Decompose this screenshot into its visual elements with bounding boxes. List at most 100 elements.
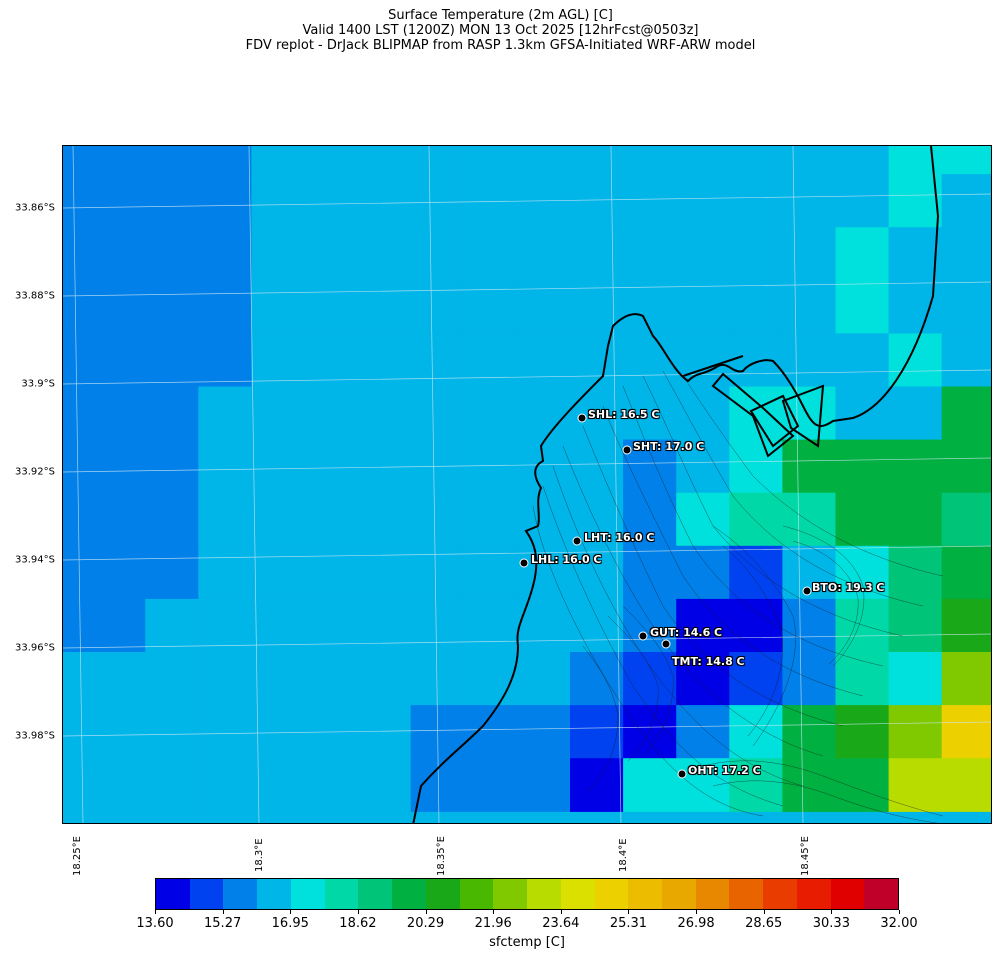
colorbar-segment (425, 879, 460, 909)
temperature-cell (782, 652, 837, 706)
temperature-cell (676, 492, 730, 547)
station-label-lhl: LHL: 16.0 C (531, 553, 602, 566)
lat-label-2: 33.88°S (15, 290, 55, 302)
temperature-cell (516, 146, 571, 175)
colorbar-segment (257, 879, 291, 909)
colorbar-segment (662, 879, 696, 909)
temperature-cell (357, 146, 412, 175)
title-line-3: FDV replot - DrJack BLIPMAP from RASP 1.… (245, 38, 756, 53)
temperature-cell (888, 492, 943, 547)
lat-label-7: 33.98°S (15, 730, 55, 742)
temperature-cell (676, 280, 730, 334)
temperature-cell (63, 545, 93, 600)
temperature-cell (410, 174, 465, 228)
temperature-cell (63, 598, 93, 653)
station-dot-tmt (661, 639, 671, 649)
temperature-cell (92, 545, 146, 600)
colorbar-tick-label: 13.60 (136, 916, 174, 931)
temperature-cell (516, 545, 571, 600)
temperature-cell (835, 227, 890, 281)
temperature-cell (92, 174, 146, 228)
temperature-cell (145, 652, 199, 706)
map-plot-area (62, 145, 992, 824)
colorbar-segment (223, 879, 258, 909)
temperature-cell (304, 545, 359, 600)
temperature-cell (570, 174, 624, 228)
temperature-cell (888, 598, 943, 653)
station-dot-shl (577, 413, 587, 423)
temperature-cell (251, 227, 306, 281)
temperature-cell (623, 227, 677, 281)
temperature-cell (463, 280, 518, 334)
title-line-2: Valid 1400 LST (1200Z) MON 13 Oct 2025 [… (302, 23, 699, 38)
temperature-cell (835, 174, 890, 228)
temperature-cell (357, 598, 412, 653)
lat-label-5: 33.94°S (15, 554, 55, 566)
temperature-cell (729, 439, 783, 494)
temperature-cell (782, 280, 837, 334)
colorbar-segment (324, 879, 359, 909)
temperature-cell (145, 705, 199, 759)
colorbar-tick (290, 910, 292, 914)
colorbar-tick (357, 910, 359, 914)
temperature-cell (357, 227, 412, 281)
temperature-cell (251, 598, 306, 653)
temperature-cell (729, 333, 783, 388)
temperature-cell (304, 333, 359, 388)
temperature-cell (145, 174, 199, 228)
temperature-cell (941, 174, 991, 228)
temperature-cell (676, 598, 730, 653)
temperature-cell (676, 705, 730, 759)
temperature-cell (410, 333, 465, 388)
colorbar-segment (864, 879, 899, 909)
temperature-cell (357, 652, 412, 706)
temperature-cell (410, 146, 465, 175)
colorbar-segment (594, 879, 629, 909)
lat-label-4: 33.92°S (15, 466, 55, 478)
temperature-cell (782, 333, 837, 388)
lat-label-6: 33.96°S (15, 642, 55, 654)
temperature-cell (251, 439, 306, 494)
station-dot-lhl (519, 558, 529, 568)
colorbar-segment (189, 879, 224, 909)
colorbar-tick-label: 21.96 (474, 916, 512, 931)
graticule (63, 146, 991, 823)
temperature-cell (198, 758, 252, 812)
temperature-cell (145, 333, 199, 388)
temperature-cell (463, 333, 518, 388)
temperature-cell (888, 705, 943, 759)
colorbar-segment (830, 879, 865, 909)
temperature-cell (623, 280, 677, 334)
temperature-cell (570, 146, 624, 175)
temperature-cell (570, 227, 624, 281)
temperature-cell (835, 439, 890, 494)
temperature-cell (516, 758, 571, 812)
temperature-cell (145, 492, 199, 547)
temperature-cell (835, 758, 890, 812)
colorbar-segment (560, 879, 595, 909)
temperature-cell (198, 598, 252, 653)
temperature-cell (63, 386, 93, 441)
temperature-cell (570, 758, 624, 812)
temperature-cell (941, 146, 991, 175)
temperature-cell (63, 705, 93, 759)
temperature-cell (676, 146, 730, 175)
temperature-cell (623, 758, 677, 812)
temperature-cell (410, 386, 465, 441)
temperature-cell (198, 386, 252, 441)
temperature-cell (92, 386, 146, 441)
temperature-cell (145, 439, 199, 494)
station-dot-sht (622, 445, 632, 455)
temperature-cell (516, 333, 571, 388)
colorbar-tick (222, 910, 224, 914)
coastline (412, 146, 940, 823)
lat-label-3: 33.9°S (21, 378, 55, 390)
temperature-cell (410, 652, 465, 706)
temperature-cell (729, 598, 783, 653)
temperature-cell (516, 705, 571, 759)
colorbar-tick (155, 910, 156, 914)
temperature-cell (835, 545, 890, 600)
colorbar-segment (156, 879, 190, 909)
temperature-cell (782, 174, 837, 228)
temperature-cell (676, 386, 730, 441)
